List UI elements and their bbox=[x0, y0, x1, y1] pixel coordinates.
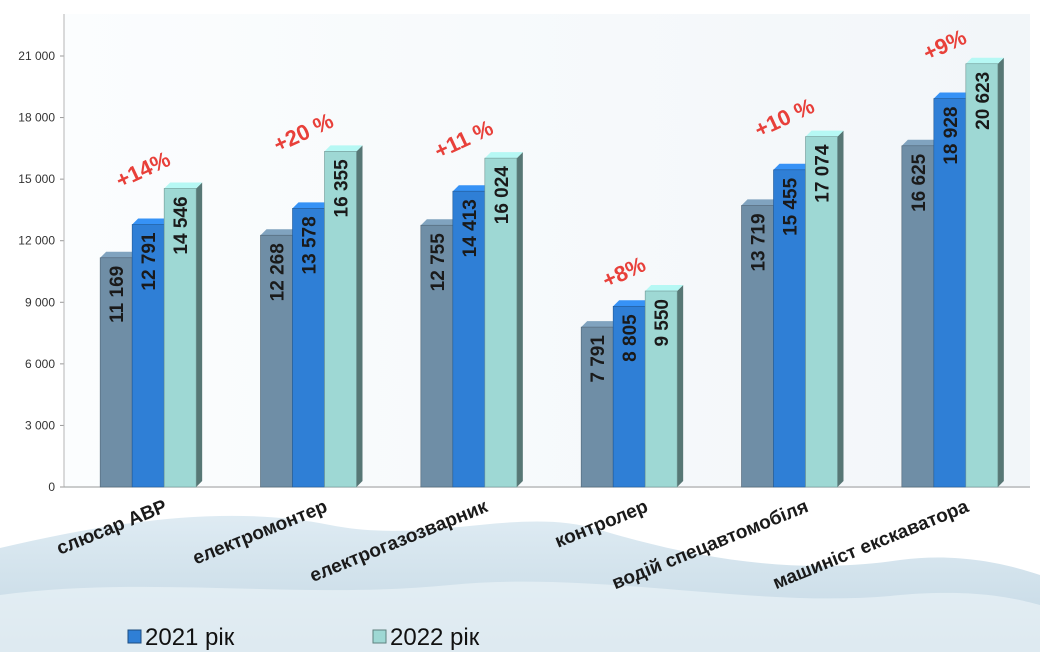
bar-top bbox=[933, 92, 972, 99]
bar-top bbox=[741, 199, 780, 206]
bar bbox=[99, 257, 133, 488]
y-tick-label: 15 000 bbox=[18, 172, 55, 186]
bar bbox=[163, 188, 197, 488]
legend-swatch bbox=[372, 629, 387, 644]
bar-value-label: 18 928 bbox=[941, 107, 962, 165]
bar bbox=[452, 190, 486, 488]
legend-label: 2021 рік bbox=[145, 624, 235, 651]
bar-top bbox=[613, 300, 652, 307]
bar-value-label: 16 024 bbox=[492, 166, 513, 225]
bar-value-label: 13 578 bbox=[300, 216, 321, 274]
bar-top bbox=[452, 185, 491, 192]
bar-side bbox=[516, 152, 523, 488]
bar-side bbox=[196, 182, 203, 487]
bar bbox=[292, 208, 325, 488]
bar-top bbox=[164, 182, 203, 189]
bar-top bbox=[324, 145, 363, 152]
bar-side bbox=[677, 284, 684, 487]
background-wave-light bbox=[0, 581, 1040, 652]
bar-top bbox=[484, 152, 523, 159]
bar-top bbox=[901, 139, 940, 146]
y-tick-label: 18 000 bbox=[18, 111, 55, 125]
legend-swatch bbox=[127, 629, 142, 644]
bar-value-label: 20 623 bbox=[973, 72, 994, 130]
bar bbox=[901, 145, 935, 488]
bar bbox=[965, 63, 999, 488]
bar bbox=[324, 151, 357, 488]
bar-top bbox=[805, 130, 844, 137]
bar-value-label: 13 719 bbox=[749, 213, 770, 271]
y-tick-label: 9 000 bbox=[25, 295, 55, 309]
y-tick-label: 21 000 bbox=[18, 49, 55, 63]
y-tick-label: 12 000 bbox=[18, 234, 55, 248]
bar-top bbox=[420, 219, 459, 226]
bar-top bbox=[292, 202, 331, 209]
bar bbox=[612, 305, 646, 488]
bar bbox=[131, 224, 165, 488]
y-tick-label: 6 000 bbox=[25, 357, 55, 371]
bar-value-label: 16 625 bbox=[909, 153, 930, 212]
bar bbox=[260, 234, 293, 488]
bar-value-label: 14 546 bbox=[171, 196, 192, 254]
bar bbox=[484, 157, 518, 488]
bar-value-label: 12 755 bbox=[428, 233, 449, 292]
bar-value-label: 14 413 bbox=[460, 199, 481, 257]
bar bbox=[741, 205, 774, 488]
bar-top bbox=[260, 229, 299, 236]
bar-side bbox=[356, 145, 363, 487]
bar-top bbox=[965, 57, 1004, 64]
y-tick-label: 0 bbox=[48, 480, 55, 494]
plot-area bbox=[64, 14, 1030, 488]
y-tick-label: 3 000 bbox=[25, 418, 55, 432]
bar-value-label: 12 268 bbox=[268, 243, 289, 301]
bar-value-label: 15 455 bbox=[781, 177, 802, 236]
bar-side bbox=[837, 130, 844, 487]
bar-value-label: 16 355 bbox=[332, 159, 353, 218]
bar-value-label: 9 550 bbox=[652, 299, 673, 347]
bar bbox=[580, 326, 614, 488]
bar-value-label: 12 791 bbox=[139, 232, 160, 291]
bar-top bbox=[645, 284, 684, 291]
bar-value-label: 7 791 bbox=[588, 335, 609, 383]
bar-side bbox=[997, 57, 1004, 487]
bar-top bbox=[773, 163, 812, 170]
bar bbox=[773, 169, 806, 488]
bar-top bbox=[132, 218, 171, 225]
bar bbox=[644, 290, 678, 488]
bar-top bbox=[100, 251, 139, 258]
bar-value-label: 11 169 bbox=[107, 266, 128, 323]
bar bbox=[420, 224, 454, 488]
legend-label: 2022 рік bbox=[390, 624, 480, 651]
bar bbox=[933, 98, 967, 488]
bar bbox=[805, 136, 838, 488]
bar-top bbox=[581, 321, 620, 328]
bar-value-label: 8 805 bbox=[620, 314, 641, 362]
bar-value-label: 17 074 bbox=[813, 144, 834, 203]
